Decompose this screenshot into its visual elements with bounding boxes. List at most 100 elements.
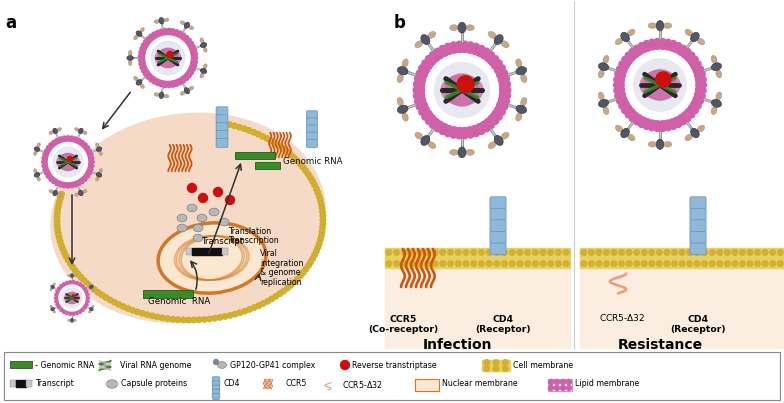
FancyBboxPatch shape	[307, 132, 318, 141]
Ellipse shape	[89, 283, 91, 286]
Circle shape	[81, 278, 87, 284]
Circle shape	[524, 249, 531, 256]
Circle shape	[298, 273, 303, 279]
Ellipse shape	[501, 132, 509, 139]
Circle shape	[314, 248, 320, 254]
Bar	[255, 162, 280, 169]
Circle shape	[777, 249, 783, 256]
Ellipse shape	[177, 214, 187, 222]
Circle shape	[95, 289, 101, 295]
Circle shape	[437, 121, 444, 127]
Circle shape	[615, 93, 621, 99]
Circle shape	[134, 309, 140, 315]
Circle shape	[171, 83, 175, 87]
Ellipse shape	[82, 131, 87, 134]
Circle shape	[626, 52, 631, 58]
Ellipse shape	[159, 92, 164, 99]
Circle shape	[699, 93, 705, 99]
Circle shape	[501, 70, 508, 77]
Circle shape	[222, 313, 228, 319]
Circle shape	[320, 221, 325, 227]
Bar	[580, 0, 784, 250]
Circle shape	[614, 82, 619, 88]
Circle shape	[461, 46, 468, 53]
Circle shape	[67, 136, 70, 139]
FancyBboxPatch shape	[490, 243, 506, 255]
Circle shape	[73, 139, 77, 143]
Circle shape	[191, 53, 194, 56]
Circle shape	[439, 46, 446, 52]
Circle shape	[633, 112, 638, 118]
Circle shape	[191, 317, 197, 323]
Circle shape	[314, 189, 321, 195]
Bar	[482, 360, 510, 371]
Circle shape	[312, 182, 318, 188]
Circle shape	[242, 308, 248, 314]
Circle shape	[320, 217, 326, 223]
FancyBboxPatch shape	[307, 125, 318, 133]
Ellipse shape	[89, 310, 91, 313]
Circle shape	[269, 296, 274, 302]
Circle shape	[503, 98, 510, 104]
Circle shape	[463, 260, 469, 267]
Circle shape	[87, 297, 89, 299]
Circle shape	[502, 366, 509, 372]
Circle shape	[419, 97, 426, 103]
Circle shape	[87, 293, 89, 296]
Circle shape	[452, 127, 458, 133]
Circle shape	[139, 58, 142, 62]
Circle shape	[695, 82, 702, 88]
Circle shape	[450, 42, 456, 48]
Circle shape	[501, 260, 508, 267]
Ellipse shape	[603, 106, 609, 114]
Circle shape	[62, 288, 82, 308]
Text: Lipid membrane: Lipid membrane	[575, 380, 639, 388]
Circle shape	[57, 195, 63, 201]
Circle shape	[300, 270, 307, 276]
Ellipse shape	[34, 151, 37, 156]
Circle shape	[212, 315, 218, 321]
Circle shape	[654, 39, 660, 45]
Ellipse shape	[82, 190, 87, 193]
Circle shape	[75, 271, 82, 277]
Circle shape	[120, 303, 126, 310]
Circle shape	[56, 238, 63, 244]
Circle shape	[502, 359, 509, 366]
Circle shape	[86, 146, 89, 149]
Circle shape	[494, 260, 500, 267]
Circle shape	[217, 315, 223, 321]
Circle shape	[754, 249, 760, 256]
Ellipse shape	[92, 305, 94, 308]
Circle shape	[115, 301, 122, 307]
Circle shape	[316, 193, 322, 199]
Circle shape	[146, 37, 150, 41]
Circle shape	[190, 71, 194, 75]
Circle shape	[81, 180, 84, 184]
Ellipse shape	[428, 31, 436, 38]
Ellipse shape	[56, 154, 79, 170]
Ellipse shape	[627, 29, 635, 36]
Circle shape	[148, 39, 152, 43]
Ellipse shape	[598, 92, 604, 100]
Circle shape	[611, 260, 617, 267]
Circle shape	[622, 56, 628, 62]
Circle shape	[386, 249, 392, 256]
Circle shape	[156, 82, 160, 86]
Circle shape	[419, 65, 425, 71]
Circle shape	[55, 293, 57, 296]
Circle shape	[676, 121, 681, 127]
Circle shape	[695, 61, 701, 67]
Circle shape	[246, 127, 252, 133]
Text: CCR5-$\Delta$32: CCR5-$\Delta$32	[342, 378, 383, 390]
FancyBboxPatch shape	[690, 243, 706, 255]
Circle shape	[144, 44, 148, 48]
Circle shape	[684, 48, 691, 54]
Circle shape	[284, 149, 290, 155]
Circle shape	[65, 257, 71, 263]
Circle shape	[699, 71, 705, 77]
Circle shape	[659, 125, 666, 131]
Ellipse shape	[663, 23, 672, 29]
Circle shape	[191, 317, 197, 323]
Ellipse shape	[516, 66, 527, 75]
Circle shape	[291, 155, 296, 160]
